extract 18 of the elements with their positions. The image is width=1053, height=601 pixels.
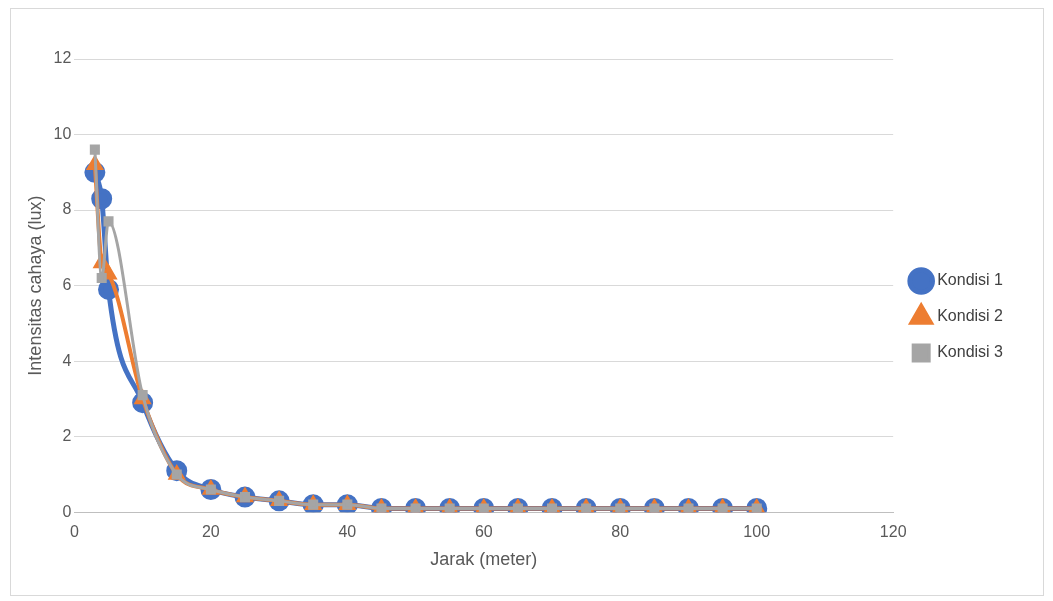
- legend-label: Kondisi 1: [937, 271, 1004, 289]
- x-tick-label: 120: [879, 523, 907, 541]
- y-tick-label: 8: [62, 200, 72, 218]
- y-axis-title: Intensitas cahaya (lux): [24, 195, 45, 376]
- x-axis-title: Jarak (meter): [430, 549, 538, 570]
- x-tick-label: 60: [474, 523, 493, 541]
- x-tick-label: 100: [743, 523, 771, 541]
- x-tick-label: 40: [338, 523, 357, 541]
- y-tick-label: 12: [53, 49, 72, 67]
- legend-label: Kondisi 3: [937, 343, 1004, 361]
- y-tick-label: 2: [62, 427, 72, 445]
- y-tick-label: 4: [62, 351, 72, 369]
- legend-label: Kondisi 2: [937, 307, 1004, 325]
- y-tick-label: 10: [53, 124, 72, 142]
- y-tick-label: 0: [62, 502, 72, 520]
- x-tick-label: 80: [611, 523, 630, 541]
- y-tick-label: 6: [62, 276, 72, 294]
- x-tick-label: 20: [201, 523, 220, 541]
